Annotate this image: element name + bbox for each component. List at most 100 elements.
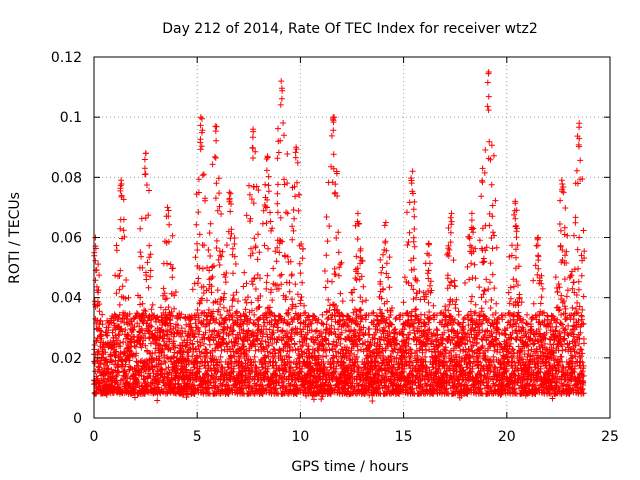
data-point-marker (404, 209, 410, 216)
data-point-marker (195, 209, 202, 216)
data-point-marker (95, 261, 102, 268)
data-point-marker (229, 303, 236, 310)
data-point-marker (210, 262, 217, 269)
data-point-marker (466, 276, 473, 283)
data-point-marker (335, 229, 342, 236)
data-point-marker (275, 149, 282, 156)
data-point-marker (120, 216, 127, 223)
data-point-marker (160, 285, 167, 292)
data-point-marker (476, 237, 483, 244)
data-point-marker (208, 275, 215, 282)
data-point-marker (178, 333, 185, 340)
data-point-marker (113, 290, 120, 297)
data-point-marker (194, 247, 201, 253)
data-point-marker (248, 299, 255, 306)
data-point-marker (171, 353, 177, 360)
data-point-marker (452, 305, 459, 312)
data-point-marker (353, 253, 360, 260)
data-point-marker (220, 294, 227, 301)
data-point-marker (143, 276, 150, 283)
data-point-marker (327, 302, 333, 309)
data-point-marker (227, 376, 234, 383)
data-point-marker (121, 233, 128, 240)
data-point-marker (484, 103, 491, 110)
data-point-marker (248, 245, 254, 252)
data-point-marker (171, 292, 178, 299)
data-point-marker (196, 363, 203, 370)
data-point-marker (357, 306, 364, 313)
data-point-marker (261, 242, 268, 249)
data-point-marker (230, 270, 236, 277)
data-point-marker (490, 152, 497, 159)
data-point-marker (94, 351, 101, 358)
data-point-marker (148, 379, 155, 386)
data-point-marker (274, 155, 281, 162)
data-point-marker (270, 265, 277, 272)
data-point-marker (217, 311, 224, 318)
data-point-marker (201, 335, 208, 342)
data-point-marker (194, 360, 201, 367)
data-point-marker (333, 235, 340, 241)
data-point-marker (274, 209, 281, 216)
data-point-marker (275, 125, 281, 132)
data-point-marker (96, 301, 103, 308)
data-point-marker (228, 201, 234, 207)
data-point-marker (242, 296, 249, 303)
data-point-marker (286, 288, 293, 295)
data-point-marker (231, 235, 238, 241)
data-point-marker (240, 283, 247, 290)
data-point-marker (330, 127, 337, 134)
data-point-marker (115, 314, 122, 321)
data-point-marker (141, 307, 148, 314)
data-point-marker (206, 320, 213, 327)
data-point-marker (166, 316, 173, 323)
data-point-marker (120, 227, 127, 234)
data-point-marker (94, 375, 101, 382)
data-point-marker (196, 265, 203, 271)
data-point-marker (298, 294, 305, 300)
data-point-marker (211, 327, 218, 334)
data-point-marker (218, 253, 225, 260)
data-point-marker (95, 287, 102, 294)
data-point-marker (476, 284, 483, 291)
data-point-marker (265, 188, 272, 195)
data-point-marker (197, 146, 204, 153)
data-point-marker (230, 296, 237, 302)
data-point-marker (198, 143, 205, 150)
data-point-marker (132, 394, 138, 401)
data-point-marker (284, 151, 291, 157)
data-point-marker (176, 331, 183, 337)
data-point-marker (206, 285, 212, 292)
data-point-marker (405, 239, 412, 245)
data-point-marker (444, 272, 451, 279)
data-point-marker (297, 297, 304, 304)
data-point-marker (125, 332, 132, 339)
data-point-marker (220, 304, 227, 311)
data-point-marker (425, 267, 432, 274)
data-point-marker (487, 305, 494, 311)
data-point-marker (96, 308, 103, 315)
data-point-marker (251, 275, 258, 281)
data-point-marker (208, 283, 215, 290)
data-point-marker (244, 330, 251, 337)
data-point-marker (116, 286, 123, 293)
data-point-marker (195, 189, 202, 196)
data-point-marker (206, 267, 213, 274)
data-point-marker (323, 321, 330, 328)
data-point-marker (159, 366, 166, 373)
data-point-marker (400, 299, 407, 306)
data-point-marker (487, 279, 493, 286)
data-point-marker (140, 373, 147, 380)
data-point-marker (154, 397, 161, 404)
data-point-marker (249, 250, 256, 257)
data-point-marker (179, 351, 186, 358)
data-point-marker (425, 299, 432, 306)
data-point-marker (125, 294, 132, 301)
data-point-marker (245, 365, 252, 372)
data-point-marker (192, 330, 199, 336)
data-point-marker (118, 192, 125, 199)
data-point-marker (201, 242, 208, 249)
data-point-marker (117, 343, 124, 350)
data-point-marker (328, 132, 335, 139)
data-point-marker (277, 272, 284, 279)
